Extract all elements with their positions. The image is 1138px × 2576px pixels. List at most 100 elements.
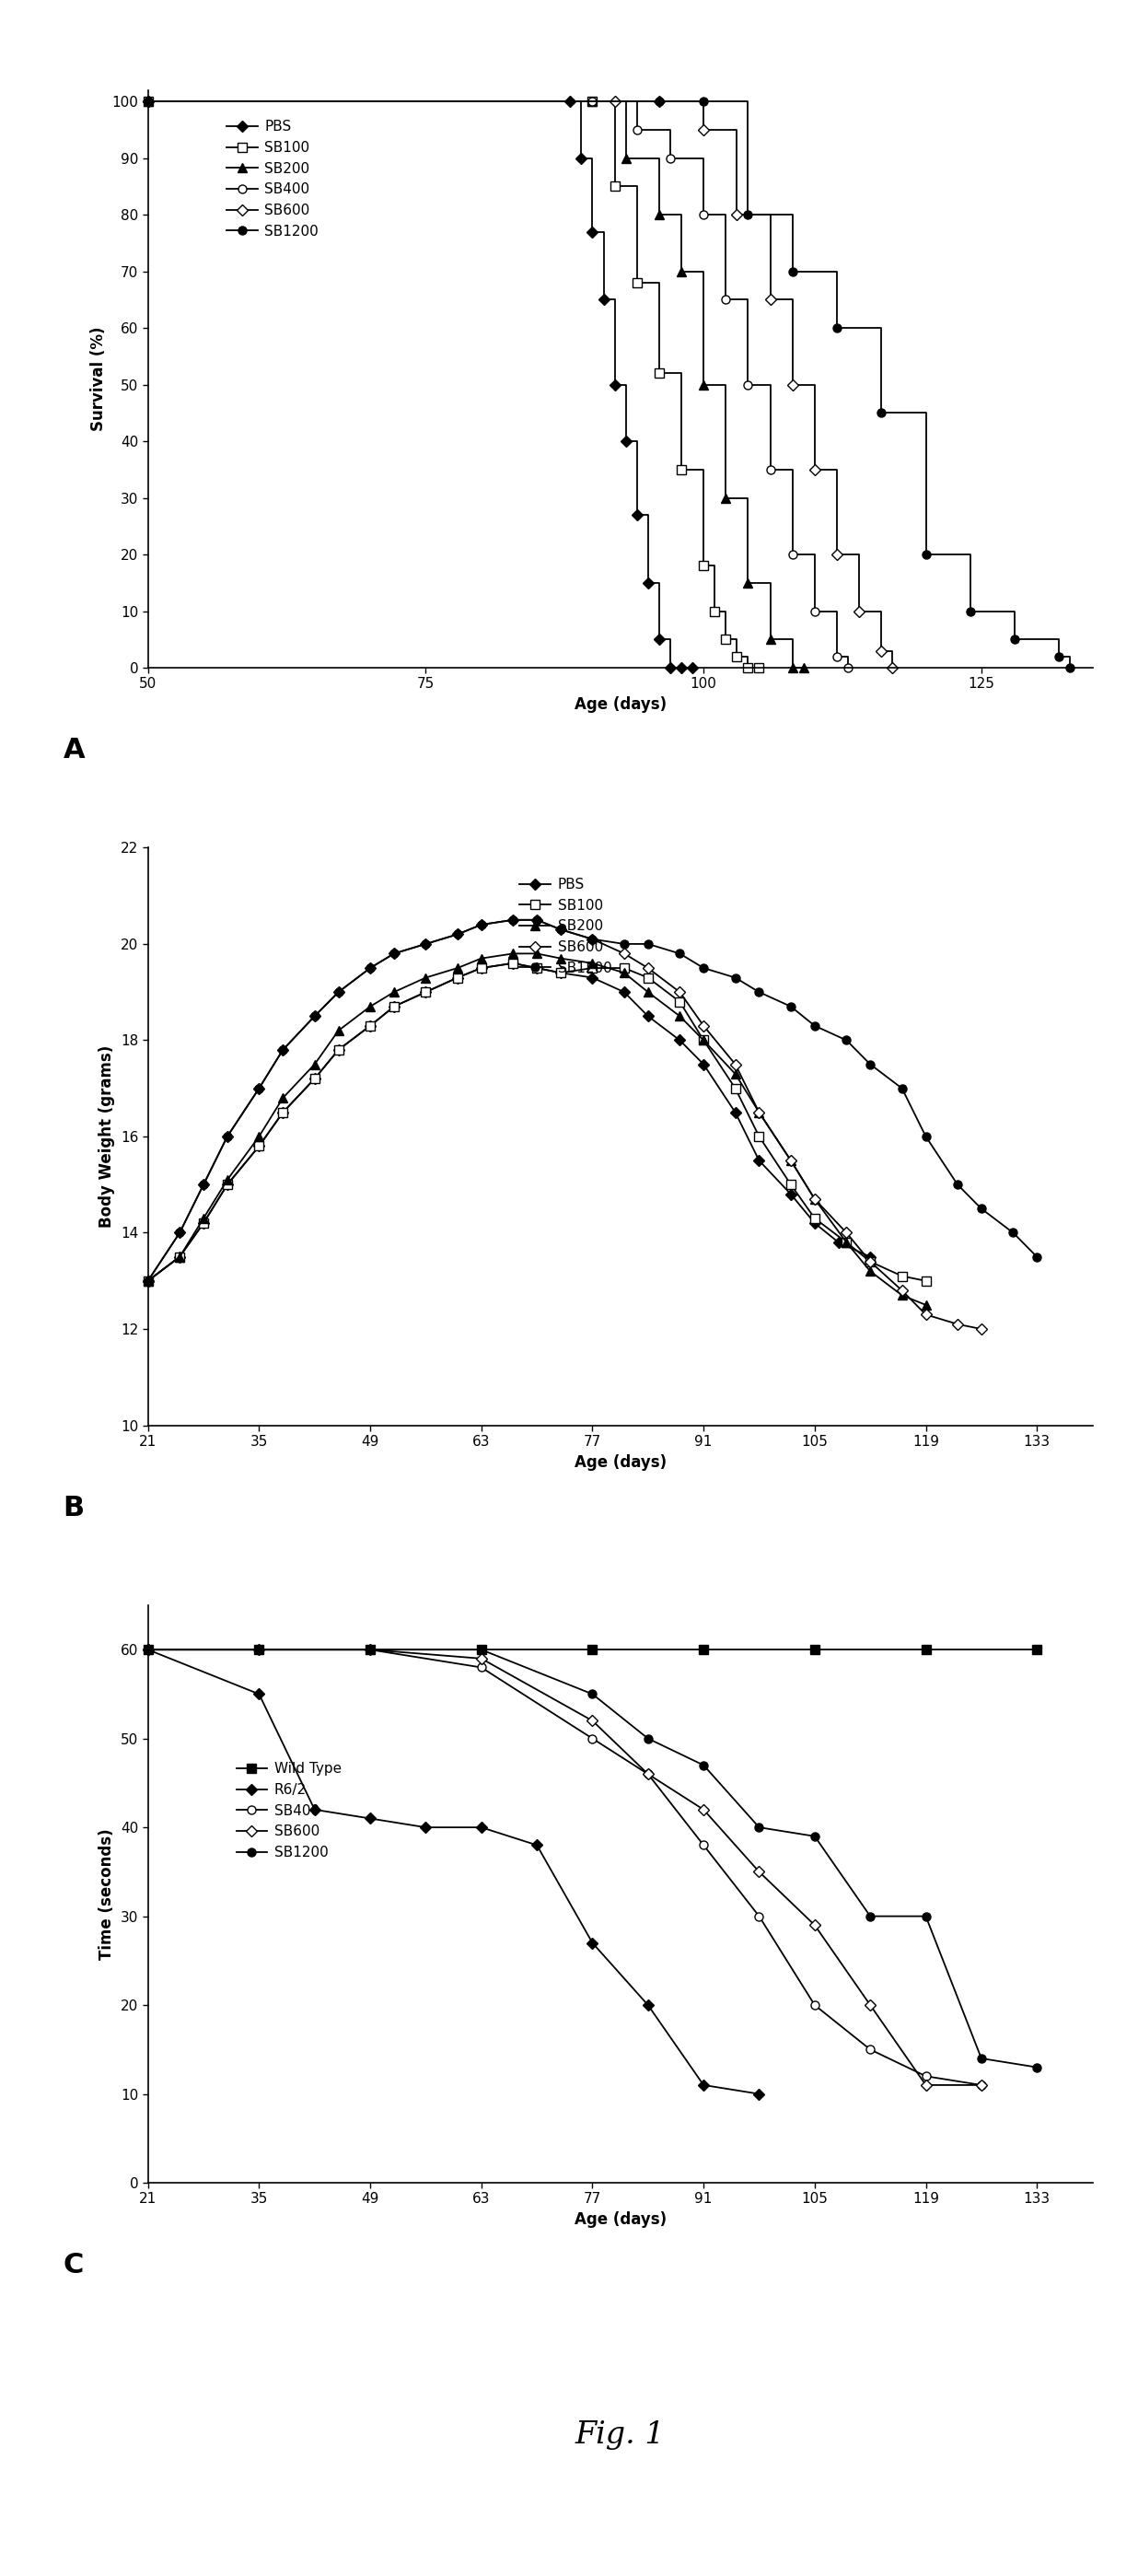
Line: SB600: SB600 [143,914,986,1334]
SB600 [974,2069,988,2099]
SB100 [419,976,432,1007]
SB100 [719,623,733,654]
SB200 [419,963,432,994]
SB600 [673,976,686,1007]
PBS [575,142,588,173]
SB600 [652,85,666,116]
PBS [619,425,633,456]
SB1200 [221,1121,234,1151]
SB100 [741,652,754,683]
PBS [596,283,610,314]
SB200 [864,1255,877,1285]
PBS [141,85,155,116]
SB600 [731,198,744,229]
PBS [307,1064,321,1095]
SB200 [728,1059,742,1090]
SB1200 [641,1723,654,1754]
PBS [475,953,488,984]
SB100 [586,85,600,116]
SB200 [173,1242,187,1273]
SB400 [696,1829,710,1860]
SB400 [808,595,822,626]
SB1200 [741,198,754,229]
PBS [608,368,621,399]
SB1200 [1030,1242,1044,1273]
SB200 [617,958,630,989]
SB1200 [784,992,798,1023]
PBS [221,1170,234,1200]
Line: SB1200: SB1200 [143,98,1074,672]
SB1200 [363,953,377,984]
SB1200 [141,1265,155,1296]
SB100 [728,1072,742,1103]
SB200 [741,567,754,598]
X-axis label: Age (days): Age (days) [574,1453,667,1471]
SB1200 [641,927,654,958]
SB600 [696,1793,710,1824]
SB400 [363,1633,377,1664]
SB400 [785,538,799,569]
R6/2 [641,1989,654,2020]
SB400 [696,198,710,229]
SB200 [277,1082,290,1113]
SB600 [885,652,899,683]
SB100 [586,953,600,984]
SB600 [830,538,843,569]
SB600 [530,904,544,935]
PBS [173,1242,187,1273]
SB400 [719,283,733,314]
SB1200 [277,1036,290,1066]
SB200 [673,999,686,1030]
SB600 [617,938,630,969]
SB400 [641,1759,654,1790]
SB1200 [253,1072,266,1103]
PBS [784,1180,798,1211]
PBS [617,976,630,1007]
Line: SB400: SB400 [143,98,852,672]
SB200 [331,1015,345,1046]
Line: R6/2: R6/2 [143,1646,764,2097]
SB1200 [197,1170,211,1200]
SB100 [141,1265,155,1296]
SB600 [728,1048,742,1079]
Legend: PBS, SB100, SB200, SB600, SB1200: PBS, SB100, SB200, SB600, SB1200 [514,873,617,981]
R6/2 [419,1811,432,1842]
SB1200 [1053,641,1066,672]
SB400 [974,2069,988,2099]
SB400 [741,368,754,399]
Line: PBS: PBS [143,958,874,1285]
SB1200 [673,938,686,969]
SB1200 [652,85,666,116]
SB400 [141,1633,155,1664]
SB400 [920,2061,933,2092]
Wild Type [363,1633,377,1664]
SB600 [475,909,488,940]
SB400 [663,142,677,173]
SB100 [363,1010,377,1041]
SB600 [920,2069,933,2099]
SB200 [253,1121,266,1151]
SB600 [221,1121,234,1151]
SB200 [641,976,654,1007]
SB1200 [840,1025,854,1056]
PBS [586,216,600,247]
SB1200 [451,920,464,951]
SB100 [896,1260,909,1291]
Wild Type [696,1633,710,1664]
SB200 [896,1280,909,1311]
Text: B: B [63,1494,84,1522]
Wild Type [1030,1633,1044,1664]
SB400 [630,113,644,144]
SB1200 [808,1010,822,1041]
SB200 [652,198,666,229]
SB1200 [752,1811,766,1842]
SB100 [387,992,401,1023]
R6/2 [530,1829,544,1860]
PBS [685,652,699,683]
SB600 [696,1010,710,1041]
SB100 [253,1131,266,1162]
PBS [554,958,568,989]
SB1200 [864,1048,877,1079]
SB100 [673,987,686,1018]
SB1200 [896,1072,909,1103]
